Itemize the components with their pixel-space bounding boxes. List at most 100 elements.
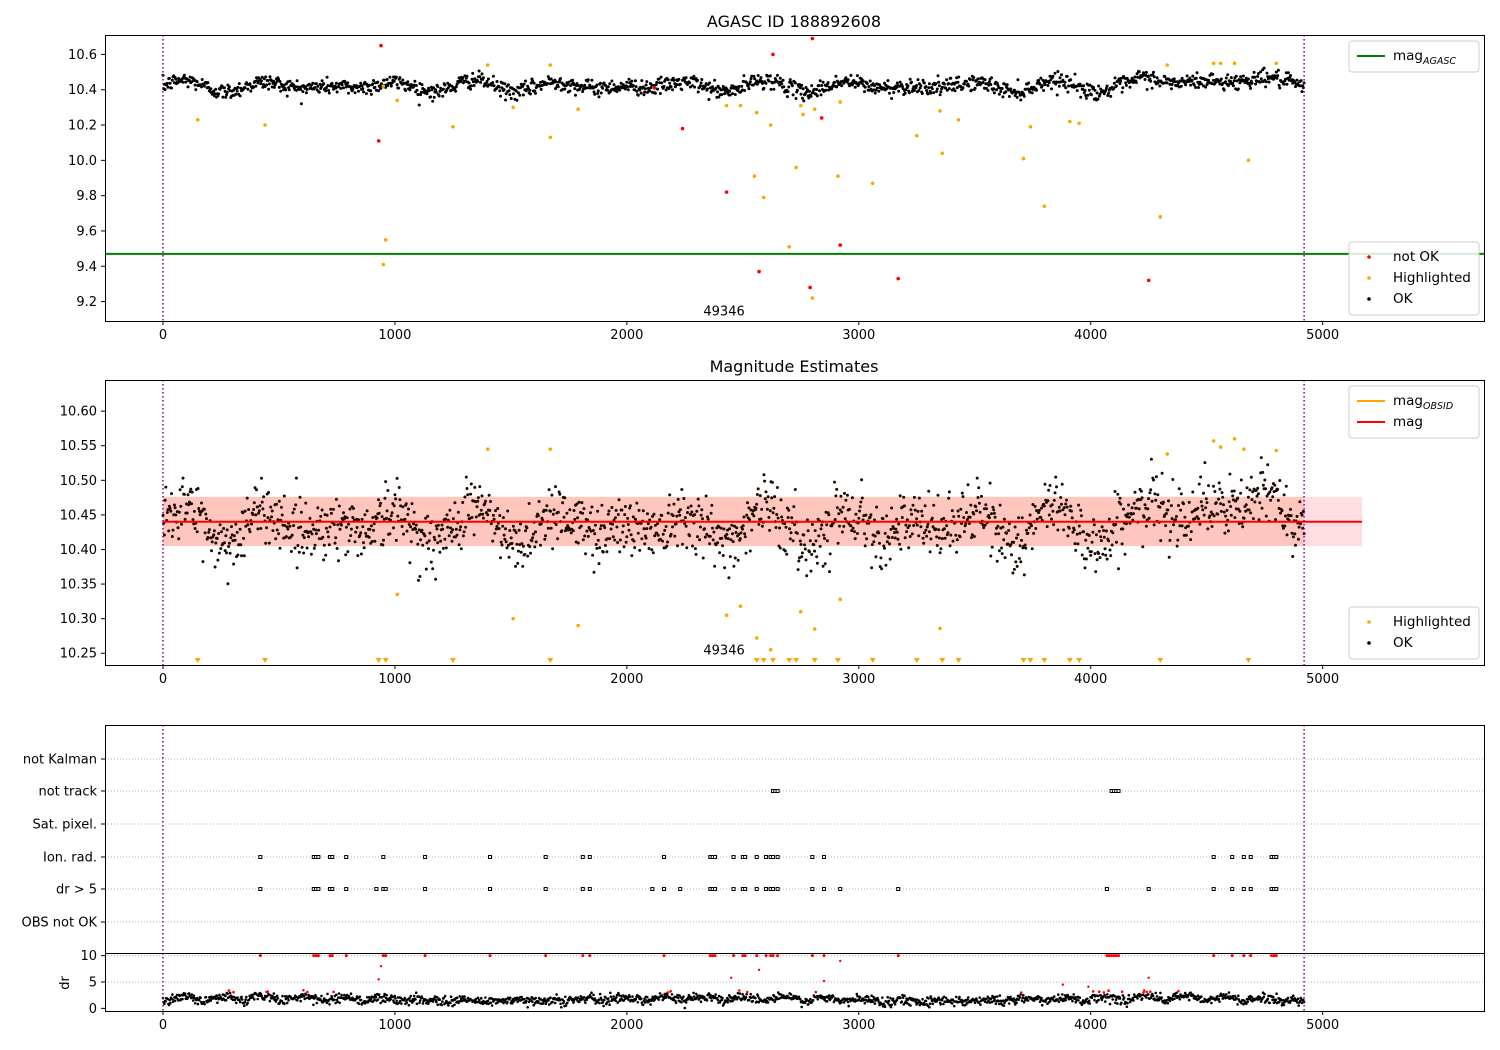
flags-point-4-36 — [1230, 887, 1235, 891]
mid-highlighted-point-2 — [511, 616, 516, 621]
flags-point-1-2 — [775, 789, 780, 793]
top-not-ok-point-9 — [819, 116, 824, 120]
dr-capped-point-1 — [312, 954, 316, 958]
dr-capped-point-39 — [1270, 954, 1274, 958]
mid-obsid-annotation: 49346 — [703, 644, 744, 659]
top-highlighted-point-14 — [754, 110, 759, 115]
top-highlighted-point-2 — [381, 84, 386, 88]
top-highlighted-point-29 — [940, 151, 945, 156]
chart-title-agasc: AGASC ID 188892608 — [707, 12, 881, 31]
flags-point-3-7 — [381, 855, 386, 859]
flags-row-label-2: Sat. pixel. — [33, 818, 97, 833]
axes-agasc-magnitude: AGASC ID 188892608 49346 0 1000 2000 3000 40… — [68, 12, 1485, 343]
mid-offscale-marker-22 — [1157, 658, 1164, 663]
top-not-ok-point-2 — [652, 86, 657, 90]
mid-highlighted-point-12 — [938, 626, 942, 631]
dr-capped-point-36 — [1230, 954, 1234, 958]
dr-capped-point-41 — [1274, 954, 1278, 958]
top-highlighted-point-9 — [548, 63, 553, 67]
mid-offscale-marker-4 — [449, 658, 456, 663]
dr-ytick-label-2: 10 — [80, 949, 97, 964]
flags-point-4-5 — [330, 887, 335, 891]
mid-offscale-marker-9 — [786, 658, 793, 663]
dr-capped-point-13 — [588, 954, 592, 958]
top-highlighted-point-23 — [810, 296, 815, 300]
mid-offscale-marker-7 — [760, 658, 767, 663]
flags-point-4-30 — [821, 887, 826, 891]
top-ytick-label-0: 9.2 — [76, 295, 97, 310]
flags-point-4-33 — [1104, 887, 1109, 891]
top-highlighted-point-41 — [1246, 158, 1251, 163]
points-layer-top: 49346 — [105, 35, 1485, 321]
top-not-ok-point-0 — [376, 139, 381, 143]
flags-point-4-38 — [1248, 887, 1253, 891]
dr-capped-point-25 — [776, 954, 780, 958]
top-highlighted-point-32 — [1028, 125, 1033, 129]
top-highlighted-point-36 — [1158, 215, 1163, 219]
mid-2-legend-marker-1 — [1367, 641, 1371, 645]
mid-offscale-marker-21 — [1076, 658, 1083, 663]
top-highlighted-point-12 — [724, 103, 729, 108]
flags-point-3-13 — [661, 855, 666, 859]
mid-xtick-label-1: 1000 — [378, 672, 411, 687]
mid-offscale-marker-17 — [1020, 658, 1027, 663]
mid-highlighted-point-16 — [1232, 436, 1237, 441]
mid-highlighted-point-14 — [1211, 439, 1216, 443]
mid-2-legend-label-1: OK — [1393, 635, 1414, 651]
dr-xtick-label-2: 2000 — [610, 1018, 643, 1033]
axes-magnitude-estimates: Magnitude Estimates 49346 0 1000 2000 3000 4… — [60, 357, 1485, 687]
mid-offscale-marker-13 — [869, 658, 876, 663]
flags-point-3-9 — [488, 855, 493, 859]
mid-2-legend-label-0: Highlighted — [1393, 614, 1471, 630]
dr-outlier-point-8 — [1087, 985, 1090, 988]
ticks-middle: 0 1000 2000 3000 4000 5000 10.25 10.30 10.35 10.4… — [60, 405, 1339, 687]
top-2-legend-label-0: not OK — [1393, 249, 1440, 265]
flags-point-3-33 — [1274, 855, 1279, 859]
dr-xtick-label-1: 1000 — [378, 1018, 411, 1033]
dr-capped-point-0 — [258, 954, 262, 958]
top-highlighted-point-1 — [263, 123, 267, 127]
flags-point-3-12 — [587, 855, 592, 859]
dr-capped-point-29 — [1105, 954, 1109, 958]
mid-highlighted-point-0 — [485, 447, 490, 451]
flags-row-label-0: not Kalman — [23, 753, 97, 768]
top-highlighted-point-6 — [451, 125, 455, 129]
dr-capped-point-9 — [423, 954, 427, 958]
dr-capped-point-6 — [344, 954, 348, 958]
dr-outlier-point-5 — [839, 959, 842, 963]
dr-capped-point-17 — [713, 954, 717, 958]
mid-offscale-marker-6 — [753, 658, 760, 663]
top-2-legend-marker-1 — [1367, 276, 1371, 280]
flags-point-4-16 — [661, 887, 666, 891]
top-highlighted-point-4 — [395, 98, 400, 103]
mid-offscale-marker-10 — [793, 658, 800, 663]
flags-point-4-34 — [1146, 887, 1151, 891]
flags-point-4-23 — [743, 887, 748, 891]
mid-2-legend-marker-0 — [1367, 620, 1371, 624]
flags-point-3-11 — [580, 855, 585, 859]
top-highlighted-point-39 — [1218, 61, 1223, 66]
top-ok-points — [161, 66, 1306, 107]
mid-ytick-label-3: 10.40 — [60, 543, 97, 558]
dr-capped-point-4 — [328, 954, 332, 958]
top-ytick-label-3: 9.8 — [76, 189, 97, 204]
top-ytick-label-7: 10.6 — [68, 48, 97, 63]
points-layer-middle: 49346 — [161, 380, 1363, 665]
mid-xtick-label-3: 3000 — [842, 672, 875, 687]
mid-highlighted-point-5 — [724, 613, 729, 617]
mid-offscale-marker-2 — [375, 658, 382, 663]
flags-point-4-28 — [775, 887, 780, 891]
flags-point-3-20 — [754, 855, 759, 859]
dr-axis-label: dr — [58, 976, 73, 990]
flags-point-3-28 — [1230, 855, 1235, 859]
chart-title-estimates: Magnitude Estimates — [710, 357, 879, 376]
top-highlighted-point-3 — [383, 237, 388, 242]
top-highlighted-point-13 — [738, 103, 743, 108]
top-not-ok-point-7 — [808, 285, 812, 290]
flags-point-3-30 — [1248, 855, 1253, 859]
flags-point-3-8 — [423, 855, 428, 859]
top-not-ok-point-6 — [771, 52, 775, 57]
dr-outlier-point-2 — [730, 976, 733, 979]
top-highlighted-point-35 — [1077, 121, 1081, 126]
